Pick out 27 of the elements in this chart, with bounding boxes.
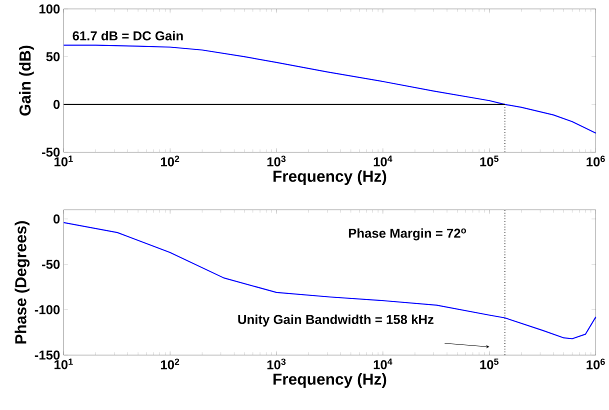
y-tick-label: -50 (42, 148, 60, 157)
x-axis-title: Frequency (Hz) (274, 170, 386, 186)
x-tick-label: 10$^{5}$ (480, 156, 499, 166)
y-axis-title: Gain (dB) (19, 46, 34, 116)
annotation: Phase Margin = 72$^{o}$ (348, 228, 466, 241)
y-tick-label: 0 (54, 100, 60, 110)
x-tick-label: 10$^{1}$ (54, 358, 73, 370)
x-tick-label: 10$^{3}$ (267, 156, 286, 167)
annotation: Unity Gain Bandwidth = 158 kHz (238, 314, 434, 327)
x-tick-label: 10$^{6}$ (586, 156, 605, 167)
x-tick-label: 10$^{3}$ (267, 358, 286, 370)
y-tick-label: 0 (54, 214, 60, 224)
x-tick-label: 10$^{5}$ (480, 358, 499, 370)
y-axis-title: Phase (Degrees) (14, 221, 30, 344)
y-tick-label: -150 (34, 350, 60, 360)
y-tick-label: -100 (34, 305, 60, 314)
x-tick-label: 10$^{2}$ (160, 358, 180, 370)
x-tick-label: 10$^{1}$ (54, 156, 73, 166)
x-tick-label: 10$^{4}$ (374, 156, 392, 166)
annotation: 61.7 dB = DC Gain (72, 31, 183, 41)
y-tick-label: -50 (42, 260, 60, 269)
y-tick-label: 100 (39, 4, 60, 14)
x-axis-title: Frequency (Hz) (274, 373, 386, 388)
x-tick-label: 10$^{6}$ (586, 358, 605, 370)
x-tick-label: 10$^{2}$ (160, 156, 180, 167)
y-tick-label: 50 (46, 52, 60, 62)
x-tick-label: 10$^{4}$ (374, 358, 392, 370)
